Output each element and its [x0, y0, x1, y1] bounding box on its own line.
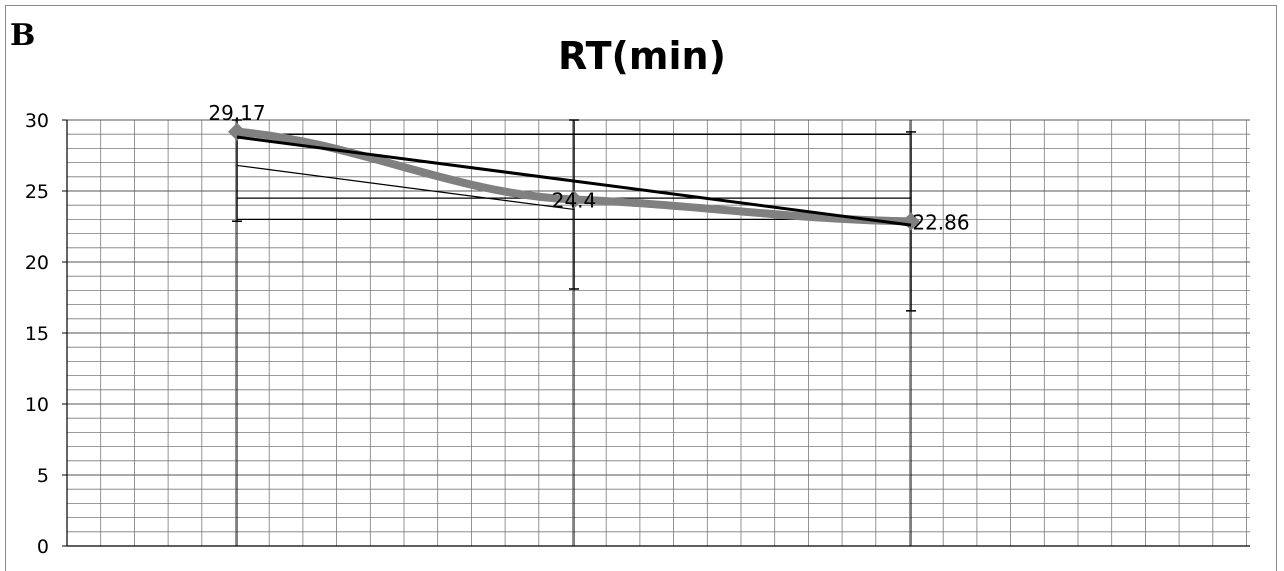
y-tick-label: 0 [37, 536, 49, 558]
y-tick-labels: 0 5 10 15 20 25 30 [25, 110, 49, 558]
trendline-line [236, 135, 912, 227]
major-gridlines [67, 119, 1250, 547]
data-label: 24.4 [552, 189, 597, 213]
figure-frame [5, 5, 1277, 571]
data-label: 29.17 [208, 101, 265, 125]
auxiliary-line [236, 164, 575, 211]
axes [62, 119, 1250, 547]
data-labels: 29.17 24.4 22.86 [208, 101, 969, 235]
y-tick-label: 25 [25, 181, 49, 203]
y-tick-label: 10 [25, 394, 49, 416]
y-tick-label: 5 [37, 465, 49, 487]
data-point-marker [565, 190, 583, 209]
y-tick-label: 20 [25, 252, 49, 274]
chart-title: RT(min) [558, 34, 726, 78]
y-tick-label: 30 [25, 110, 49, 132]
trendline [236, 135, 912, 227]
data-label: 22.86 [912, 210, 969, 234]
y-tick-label: 15 [25, 323, 49, 345]
panel-label: B [10, 18, 36, 53]
